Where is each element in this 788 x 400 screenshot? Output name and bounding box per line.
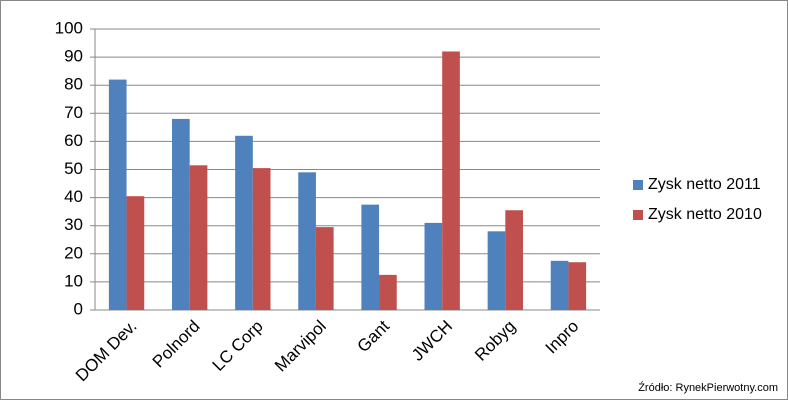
legend-swatch — [633, 210, 643, 220]
y-tick-label: 80 — [64, 75, 83, 94]
y-tick-label: 20 — [64, 243, 83, 262]
bar — [550, 260, 569, 310]
bar — [252, 168, 271, 310]
bar — [172, 118, 190, 310]
y-tick-label: 70 — [64, 103, 83, 122]
bar — [315, 227, 334, 310]
bar — [568, 262, 587, 310]
y-tick-label: 50 — [64, 159, 83, 178]
bar — [361, 204, 380, 310]
y-tick-label: 0 — [74, 299, 83, 318]
legend-label: Zysk netto 2010 — [648, 206, 762, 223]
bar — [379, 274, 397, 310]
y-tick-label: 100 — [55, 18, 83, 37]
source-note: Źródło: RynekPierwotny.com — [638, 381, 778, 394]
bar — [505, 210, 523, 310]
bar — [487, 231, 506, 310]
bar — [189, 165, 208, 310]
bar — [424, 222, 443, 310]
bar — [298, 172, 316, 310]
legend-swatch — [633, 180, 643, 190]
bar — [108, 79, 127, 310]
y-tick-label: 10 — [64, 271, 83, 290]
bar — [126, 196, 145, 310]
y-tick-label: 60 — [64, 131, 83, 150]
y-tick-label: 40 — [64, 187, 83, 206]
legend-label: Zysk netto 2011 — [648, 176, 761, 193]
y-tick-label: 30 — [64, 215, 83, 234]
bar — [235, 135, 253, 310]
bar — [442, 51, 460, 310]
y-tick-label: 90 — [64, 47, 83, 66]
